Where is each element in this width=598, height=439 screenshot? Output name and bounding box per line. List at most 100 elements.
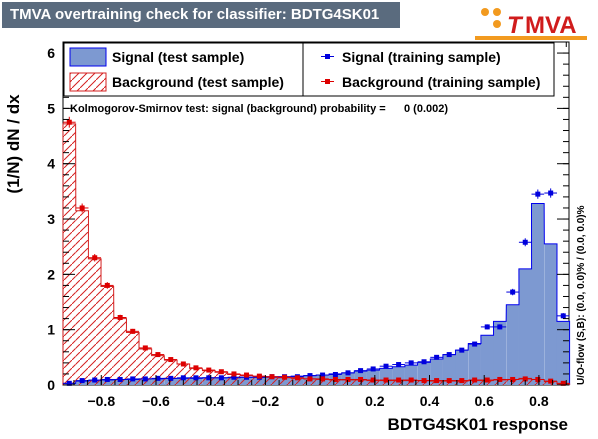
background-test-bar-21 <box>329 380 342 385</box>
signal-training-point-30 <box>446 352 452 358</box>
background-test-bar-17 <box>278 377 291 385</box>
signal-training-point-28 <box>421 359 427 365</box>
x-tick-label-5: 0.2 <box>365 393 385 409</box>
background-training-point-7 <box>155 352 161 358</box>
background-test-bar-7 <box>151 355 165 385</box>
background-training-point-4 <box>117 315 123 321</box>
background-training-point-3 <box>104 282 110 288</box>
background-training-point-29 <box>434 378 440 384</box>
background-test-bar-5 <box>126 332 140 385</box>
background-training-point-35 <box>510 376 516 382</box>
x-tick-label-8: 0.8 <box>529 393 549 409</box>
x-tick-label-7: 0.6 <box>474 393 494 409</box>
signal-training-point-23 <box>358 368 364 374</box>
signal-training-point-38 <box>548 190 554 196</box>
signal-test-bar-38 <box>544 243 558 385</box>
background-training-point-20 <box>320 376 326 382</box>
signal-training-point-6 <box>142 376 148 382</box>
background-training-point-21 <box>332 376 338 382</box>
signal-training-point-20 <box>320 372 326 378</box>
background-test-bar-33 <box>480 380 494 385</box>
background-training-point-33 <box>484 377 490 383</box>
tmva-logo: T MVA <box>475 8 587 40</box>
background-test-bar-20 <box>316 379 329 385</box>
signal-training-point-5 <box>130 376 136 382</box>
signal-training-point-26 <box>396 362 402 368</box>
x-tick-label-0: −0.8 <box>87 393 115 409</box>
x-tick-label-2: −0.4 <box>197 393 225 409</box>
background-test-bar-22 <box>341 380 355 385</box>
x-tick-label-1: −0.6 <box>142 393 170 409</box>
signal-training-point-7 <box>155 375 161 381</box>
x-tick-label-3: −0.2 <box>252 393 280 409</box>
background-training-point-24 <box>370 377 376 383</box>
logo-dots <box>481 8 501 28</box>
background-training-point-11 <box>206 367 212 373</box>
background-test-bar-24 <box>366 380 380 385</box>
background-training-point-17 <box>282 374 288 380</box>
background-training-point-1 <box>79 205 85 211</box>
signal-training-point-29 <box>434 354 440 360</box>
background-training-point-30 <box>446 378 452 384</box>
signal-training-point-13 <box>231 374 237 380</box>
y-tick-label-4: 4 <box>47 156 55 172</box>
overflow-label: U/O-flow (S,B): (0.0, 0.0)% / (0.0, 0.0)… <box>576 205 587 385</box>
logo-text: MVA <box>525 12 577 39</box>
background-test-bar-16 <box>265 377 279 385</box>
legend-box <box>63 42 555 97</box>
background-test-bar-25 <box>379 380 393 385</box>
background-test-bar-34 <box>493 380 507 385</box>
legend-label-background-training: Background (training sample) <box>342 74 540 90</box>
signal-test-bar-34 <box>493 321 507 385</box>
signal-training-point-27 <box>408 360 414 366</box>
background-training-point-15 <box>256 373 262 379</box>
background-training-point-38 <box>548 378 554 384</box>
signal-test-bar-31 <box>455 350 469 385</box>
background-training-point-0 <box>66 119 72 125</box>
background-test-bar-8 <box>164 360 178 385</box>
signal-training-point-31 <box>459 347 465 353</box>
background-training-point-32 <box>472 377 478 383</box>
background-test-bar-14 <box>240 375 253 385</box>
legend-swatch-signal-test <box>69 47 107 67</box>
background-test-bar-19 <box>303 378 317 385</box>
signal-training-point-2 <box>92 377 98 383</box>
signal-training-point-0 <box>66 380 72 386</box>
signal-training-point-10 <box>193 375 199 381</box>
logo-underline <box>475 36 587 40</box>
signal-training-point-34 <box>497 324 503 330</box>
legend-label-background-test: Background (test sample) <box>112 74 284 90</box>
background-training-point-13 <box>231 371 237 377</box>
signal-test-bar-35 <box>506 304 519 385</box>
y-tick-label-6: 6 <box>47 45 55 61</box>
background-training-point-28 <box>421 378 427 384</box>
background-training-point-14 <box>244 372 250 378</box>
background-test-bar-3 <box>100 286 114 385</box>
background-test-bar-15 <box>253 376 266 385</box>
signal-test-bar-37 <box>531 203 545 385</box>
y-tick-label-3: 3 <box>47 211 55 227</box>
background-test-bar-9 <box>177 363 190 385</box>
signal-training-point-1 <box>79 378 85 384</box>
background-training-point-8 <box>168 357 174 363</box>
background-training-point-39 <box>560 380 566 386</box>
signal-test-bar-28 <box>417 362 431 385</box>
background-test-bar-4 <box>113 318 127 385</box>
background-training-point-5 <box>130 328 136 334</box>
signal-training-point-35 <box>510 289 516 295</box>
y-tick-label-0: 0 <box>47 377 55 393</box>
background-training-point-34 <box>497 376 503 382</box>
signal-training-point-3 <box>104 376 110 382</box>
y-tick-label-2: 2 <box>47 266 55 282</box>
signal-training-point-37 <box>535 191 541 197</box>
logo-initial: T <box>507 12 524 39</box>
signal-training-point-33 <box>484 324 490 330</box>
background-training-point-23 <box>358 376 364 382</box>
signal-training-point-11 <box>206 375 212 381</box>
background-training-point-36 <box>522 376 528 382</box>
x-tick-label-6: 0.4 <box>420 393 440 409</box>
signal-test-bar-36 <box>518 268 532 385</box>
signal-test-bar-32 <box>468 343 481 385</box>
background-training-point-18 <box>294 375 300 381</box>
